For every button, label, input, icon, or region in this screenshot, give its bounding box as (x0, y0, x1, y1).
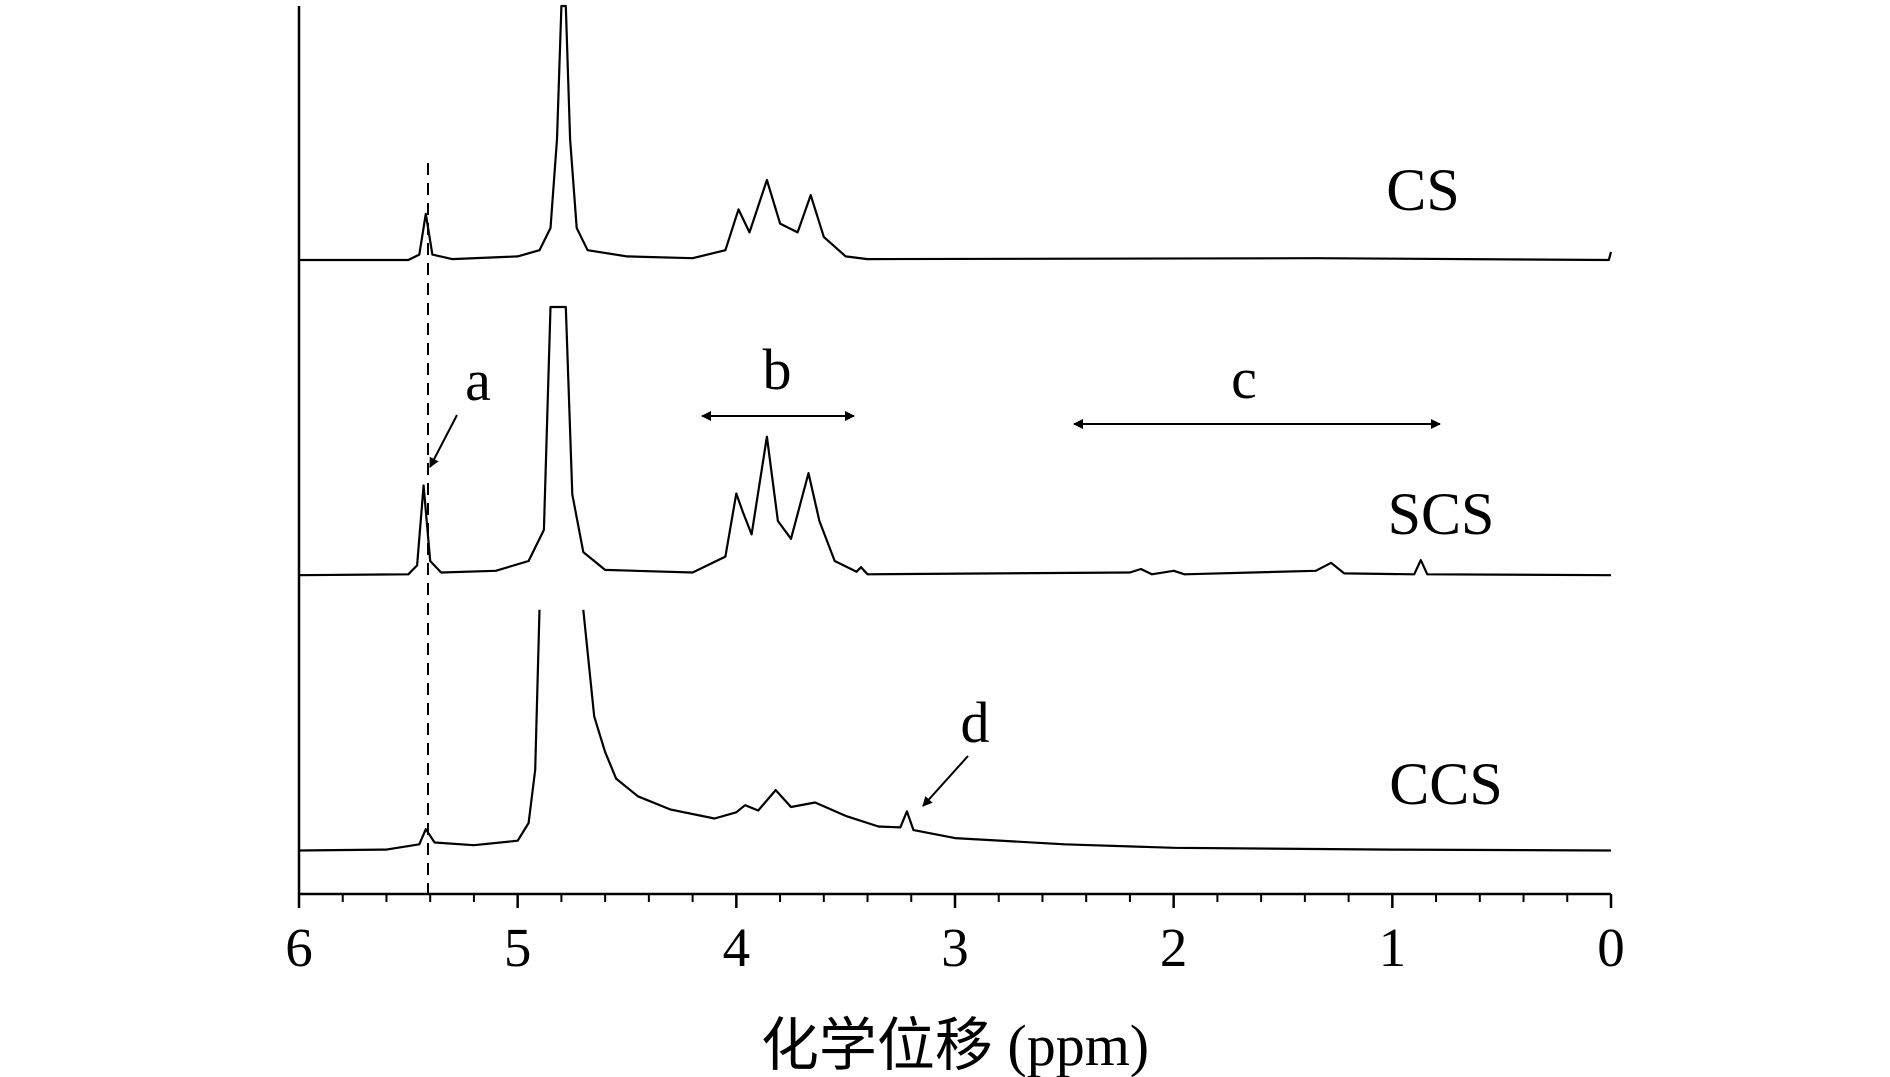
spectrum-line (298, 305, 1612, 577)
x-axis-label: 化学位移 (ppm) (761, 1013, 1149, 1077)
spectrum-line (299, 4, 1613, 262)
annotation: d (961, 690, 990, 755)
x-tick-label: 3 (941, 917, 969, 978)
arrow-d (922, 755, 969, 807)
annotation: c (1231, 346, 1257, 411)
spectrum-line (298, 609, 1612, 852)
arrow-a (429, 414, 458, 468)
series-label: SCS (1388, 481, 1495, 547)
x-tick-label: 0 (1597, 917, 1625, 978)
series-label: CS (1386, 157, 1459, 223)
x-tick-label: 2 (1160, 917, 1188, 978)
x-tick-label: 4 (723, 917, 751, 978)
x-tick-label: 5 (504, 917, 532, 978)
annotation: a (465, 348, 491, 413)
annotation: b (763, 337, 792, 402)
series-label: CCS (1389, 751, 1502, 817)
x-tick-label: 1 (1379, 917, 1407, 978)
x-tick-label: 6 (285, 917, 313, 978)
